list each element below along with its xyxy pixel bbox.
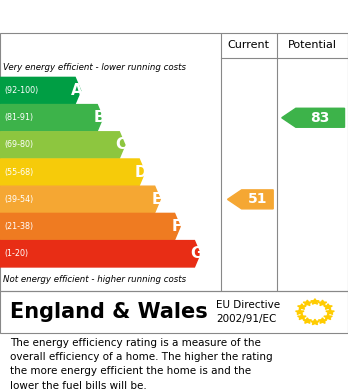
Polygon shape — [0, 132, 125, 158]
Polygon shape — [318, 300, 327, 305]
Text: Current: Current — [228, 40, 270, 50]
Polygon shape — [326, 309, 334, 314]
Polygon shape — [295, 309, 304, 314]
Polygon shape — [324, 314, 332, 319]
Text: EU Directive
2002/91/EC: EU Directive 2002/91/EC — [216, 300, 280, 324]
Text: C: C — [116, 138, 127, 152]
Text: D: D — [135, 165, 147, 180]
Polygon shape — [228, 190, 273, 209]
Text: The energy efficiency rating is a measure of the
overall efficiency of a home. T: The energy efficiency rating is a measur… — [10, 338, 273, 391]
Polygon shape — [298, 314, 306, 319]
Text: (21-38): (21-38) — [4, 222, 33, 231]
Text: England & Wales: England & Wales — [10, 302, 208, 322]
Text: (55-68): (55-68) — [4, 168, 33, 177]
Polygon shape — [311, 319, 319, 325]
Polygon shape — [0, 213, 180, 240]
Text: 83: 83 — [310, 111, 330, 125]
Text: Potential: Potential — [288, 40, 337, 50]
Text: (69-80): (69-80) — [4, 140, 33, 149]
Text: (1-20): (1-20) — [4, 249, 28, 258]
Polygon shape — [282, 108, 345, 127]
Polygon shape — [303, 300, 311, 305]
Text: B: B — [93, 110, 105, 125]
Polygon shape — [0, 104, 103, 131]
Polygon shape — [0, 159, 145, 185]
Text: (39-54): (39-54) — [4, 195, 33, 204]
Text: F: F — [171, 219, 182, 234]
Text: G: G — [190, 246, 203, 261]
Text: 51: 51 — [248, 192, 267, 206]
Text: Very energy efficient - lower running costs: Very energy efficient - lower running co… — [3, 63, 187, 72]
Text: (81-91): (81-91) — [4, 113, 33, 122]
Text: E: E — [151, 192, 161, 207]
Polygon shape — [318, 318, 327, 323]
Text: A: A — [71, 83, 83, 98]
Polygon shape — [298, 304, 306, 309]
Polygon shape — [311, 299, 319, 304]
Polygon shape — [303, 318, 311, 323]
Text: Energy Efficiency Rating: Energy Efficiency Rating — [7, 7, 236, 25]
Polygon shape — [324, 304, 332, 309]
Polygon shape — [0, 186, 160, 213]
Polygon shape — [0, 77, 81, 104]
Text: Not energy efficient - higher running costs: Not energy efficient - higher running co… — [3, 275, 187, 284]
Text: (92-100): (92-100) — [4, 86, 38, 95]
Polygon shape — [0, 240, 200, 267]
